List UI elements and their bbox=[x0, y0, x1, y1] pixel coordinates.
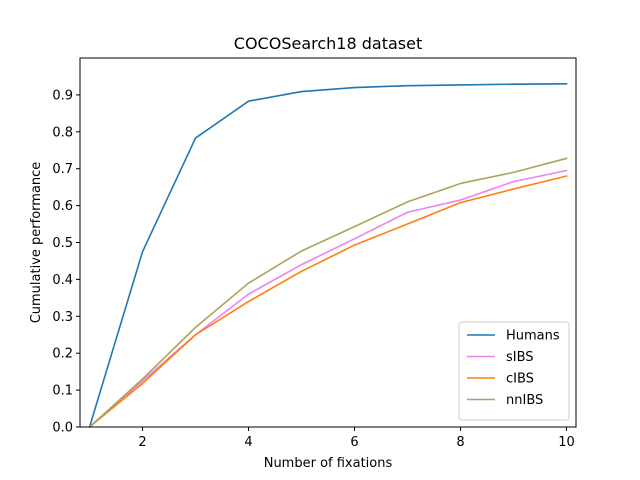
plot-area bbox=[79, 57, 577, 429]
legend-label-nnibs: nnIBS bbox=[506, 393, 543, 408]
y-tick-label: 0.6 bbox=[52, 199, 73, 214]
x-axis-label: Number of fixations bbox=[264, 456, 393, 471]
chart-title: COCOSearch18 dataset bbox=[234, 34, 422, 53]
x-tick-label: 8 bbox=[456, 435, 464, 450]
x-tick-label: 6 bbox=[350, 435, 358, 450]
y-tick-label: 0.8 bbox=[52, 125, 73, 140]
y-tick-label: 0.1 bbox=[52, 384, 73, 399]
y-tick-label: 0.5 bbox=[52, 236, 73, 251]
series-line-cibs bbox=[88, 175, 568, 429]
y-tick-label: 0.9 bbox=[52, 88, 73, 103]
legend-box bbox=[458, 321, 570, 421]
y-tick-label: 0.4 bbox=[52, 273, 73, 288]
y-tick-label: 0.3 bbox=[52, 310, 73, 325]
series-line-nnibs bbox=[88, 157, 568, 429]
x-axis-ticks: 2 4 6 8 10 bbox=[138, 427, 575, 450]
legend-label-humans: Humans bbox=[506, 329, 560, 344]
y-axis-label: Cumulative performance bbox=[29, 162, 44, 324]
legend-label-cibs: cIBS bbox=[506, 372, 534, 387]
series-line-humans bbox=[88, 83, 568, 428]
series-lines bbox=[88, 83, 568, 429]
legend-label-sibs: sIBS bbox=[506, 350, 534, 365]
series-line-sibs bbox=[88, 169, 568, 429]
y-axis-ticks: 0.0 0.1 0.2 0.3 0.4 0.5 0.6 0.7 0.8 0.9 bbox=[52, 88, 80, 436]
y-tick-label: 0.0 bbox=[52, 421, 73, 436]
x-tick-label: 2 bbox=[138, 435, 146, 450]
y-tick-label: 0.7 bbox=[52, 162, 73, 177]
y-tick-label: 0.2 bbox=[52, 347, 73, 362]
x-tick-label: 10 bbox=[558, 435, 575, 450]
legend: Humans sIBS cIBS nnIBS bbox=[458, 321, 570, 421]
x-tick-label: 4 bbox=[244, 435, 252, 450]
